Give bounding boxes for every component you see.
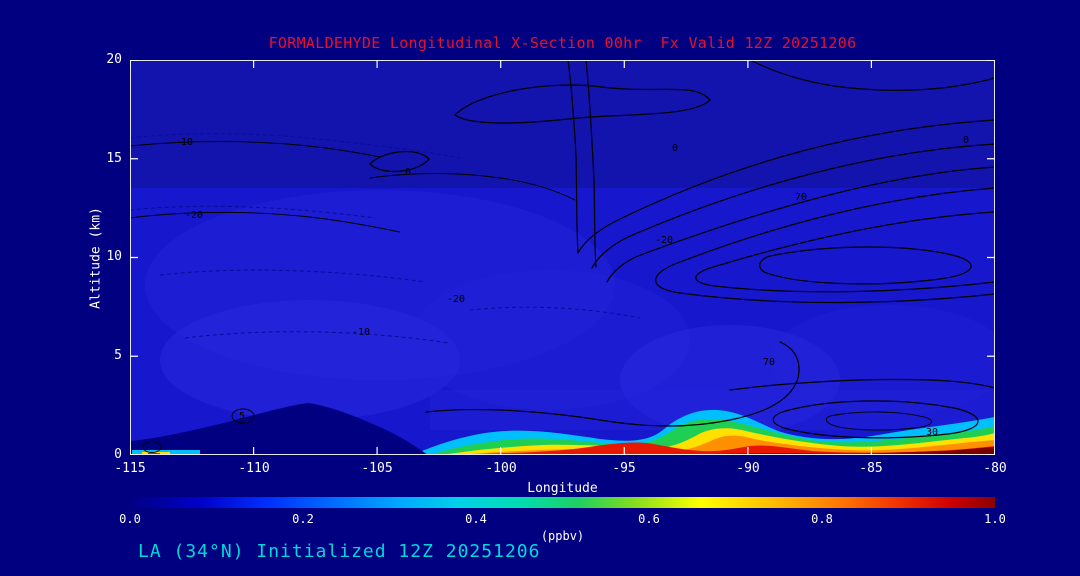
x-tick-label: -115	[114, 461, 146, 476]
surface-plume-band	[422, 409, 995, 455]
x-tick-label: -90	[736, 461, 760, 476]
colorbar-tick-label: 0.6	[638, 512, 660, 526]
contour-label: 0	[963, 135, 969, 146]
y-tick-label: 5	[114, 348, 122, 363]
filled-contour-field	[130, 60, 995, 455]
colorbar-tick-label: 0.8	[811, 512, 833, 526]
terrain-silhouette	[130, 403, 428, 455]
contour-label: 30	[926, 427, 938, 438]
colorbar-tick-label: 0.4	[465, 512, 487, 526]
contour-label: -20	[447, 294, 465, 305]
x-tick-label: -95	[612, 461, 636, 476]
y-tick-label: 20	[106, 52, 122, 67]
y-tick-label: 15	[106, 151, 122, 166]
y-tick-label: 0	[114, 447, 122, 462]
contour-lines	[130, 60, 995, 453]
contour-label: 0	[405, 167, 411, 178]
contour-plot-area: -10 -20 0 0 0 -20 70 70 -10 5 -20 30	[130, 60, 995, 455]
contour-label: -20	[185, 210, 203, 221]
contour-label: 70	[763, 357, 775, 368]
colorbar-tick-label: 0.0	[119, 512, 141, 526]
x-tick-label: -85	[859, 461, 883, 476]
contour-label: -10	[352, 327, 370, 338]
contour-label: 0	[672, 143, 678, 154]
x-axis-label: Longitude	[527, 481, 598, 496]
axes-frame	[130, 60, 995, 455]
x-tick-label: -80	[983, 461, 1007, 476]
colorbar-units-label: (ppbv)	[540, 529, 585, 543]
init-caption: LA (34°N) Initialized 12Z 20251206	[138, 541, 541, 562]
y-tick-label: 10	[106, 249, 122, 264]
contour-label: 5	[239, 411, 245, 422]
x-tick-label: -110	[238, 461, 270, 476]
contour-label: -20	[655, 235, 673, 246]
contour-labels: -10 -20 0 0 0 -20 70 70 -10 5 -20 30	[175, 135, 969, 438]
chart-title: FORMALDEHYDE Longitudinal X-Section 00hr…	[268, 34, 857, 52]
dashed-contour-lines	[130, 133, 641, 344]
colorbar-tick-label: 0.2	[292, 512, 314, 526]
contour-label: 70	[795, 192, 807, 203]
colorbar	[130, 497, 995, 508]
contour-label: -10	[175, 137, 193, 148]
x-tick-label: -105	[361, 461, 393, 476]
x-tick-label: -100	[485, 461, 517, 476]
contour-plot: -10 -20 0 0 0 -20 70 70 -10 5 -20 30	[130, 60, 995, 455]
colorbar-tick-label: 1.0	[984, 512, 1006, 526]
